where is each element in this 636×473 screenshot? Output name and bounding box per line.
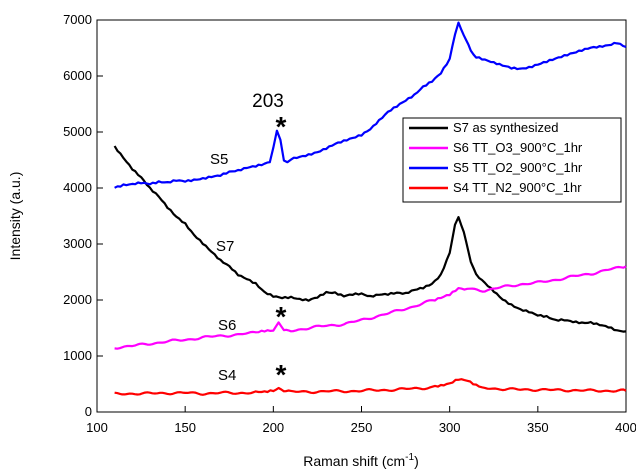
series-line-s4 [114, 378, 627, 396]
y-tick-label: 5000 [63, 124, 92, 139]
series-lines [113, 21, 627, 396]
y-tick-label: 7000 [63, 12, 92, 27]
annotation-s6: S6 [218, 317, 236, 334]
y-tick-label: 4000 [63, 180, 92, 195]
annotation-star-s6: * [276, 301, 287, 332]
x-tick-label: 200 [262, 420, 284, 435]
y-tick-label: 3000 [63, 236, 92, 251]
x-axis-title-sup: -1 [405, 452, 414, 463]
x-tick-label: 300 [439, 420, 461, 435]
annotation-s5: S5 [210, 151, 228, 168]
x-tick-label: 400 [615, 420, 636, 435]
x-tick-label: 250 [351, 420, 373, 435]
y-axis-title: Intensity (a.u.) [7, 172, 23, 261]
annotation-star-s4: * [276, 359, 287, 390]
series-line-s7 [113, 145, 627, 333]
series-line-s6 [114, 265, 627, 350]
y-tick-label: 6000 [63, 68, 92, 83]
y-tick-label: 2000 [63, 292, 92, 307]
y-tick-label: 1000 [63, 348, 92, 363]
legend-label-s6: S6 TT_O3_900°C_1hr [453, 140, 583, 155]
x-tick-label: 150 [174, 420, 196, 435]
x-axis-title-end: ) [414, 453, 419, 469]
series-line-s5 [114, 21, 627, 189]
x-axis-title: Raman shift (cm-1) [303, 452, 419, 469]
legend-label-s5: S5 TT_O2_900°C_1hr [453, 160, 583, 175]
y-tick-label: 0 [85, 404, 92, 419]
annotation-star-s5: * [276, 111, 287, 142]
annotation-s4: S4 [218, 367, 236, 384]
legend-label-s4: S4 TT_N2_900°C_1hr [453, 180, 582, 195]
x-tick-label: 100 [86, 420, 108, 435]
legend-label-s7: S7 as synthesized [453, 120, 559, 135]
x-tick-label: 350 [527, 420, 549, 435]
annotation-peak-203: 203 [252, 91, 284, 112]
annotation-s7: S7 [216, 238, 234, 255]
ticks: 100 150 200 250 300 350 4000100020003000400050… [63, 12, 636, 435]
legend: S7 as synthesized S6 TT_O3_900°C_1hr S5 … [402, 117, 622, 203]
